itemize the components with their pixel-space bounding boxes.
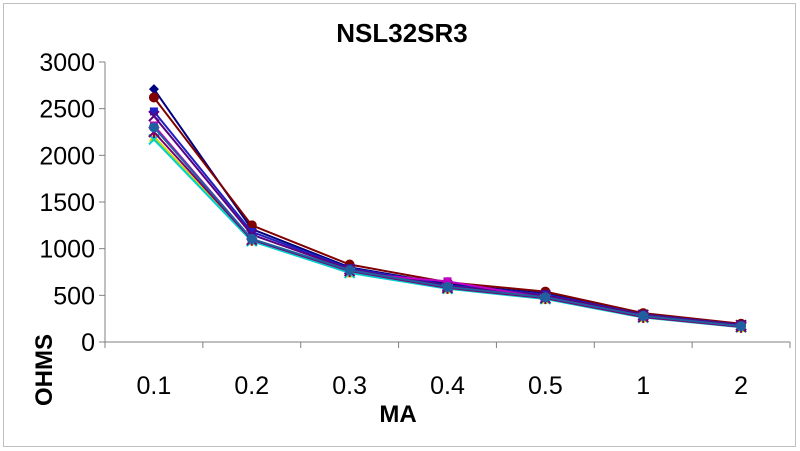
chart-frame bbox=[3, 3, 796, 447]
x-tick-label: 0.2 bbox=[234, 372, 269, 400]
x-tick-label: 1 bbox=[636, 372, 650, 400]
axes: 0 500 1000 1500 2000 2500 3000 0.1 0.2 0.3 0.4 0.5 1… bbox=[39, 49, 791, 400]
series-line bbox=[153, 138, 742, 329]
x-tick-label: 0.5 bbox=[528, 372, 563, 400]
x-axis-label: MA bbox=[379, 401, 416, 428]
series-line bbox=[153, 131, 742, 328]
x-tick-label: 0.1 bbox=[137, 372, 172, 400]
y-axis-label: OHMS bbox=[31, 334, 58, 406]
series-4 bbox=[148, 110, 747, 331]
data-point bbox=[344, 265, 355, 276]
data-point bbox=[148, 92, 159, 103]
chart-title: NSL32SR3 bbox=[336, 18, 468, 48]
series-9 bbox=[148, 122, 747, 332]
series-line bbox=[153, 124, 742, 328]
x-tick-label: 2 bbox=[734, 372, 748, 400]
series-8 bbox=[148, 126, 747, 333]
y-tick-label: 1000 bbox=[39, 236, 95, 264]
data-point bbox=[443, 277, 452, 286]
data-point bbox=[736, 321, 747, 332]
y-tick-label: 500 bbox=[53, 282, 95, 310]
x-tick-label: 0.3 bbox=[332, 372, 367, 400]
y-tick-label: 3000 bbox=[39, 49, 95, 77]
y-tick-label: 0 bbox=[81, 329, 95, 357]
data-point bbox=[540, 292, 551, 303]
series-7 bbox=[148, 133, 747, 333]
data-point bbox=[148, 84, 159, 95]
series-line bbox=[153, 126, 742, 328]
series-layer bbox=[148, 84, 747, 333]
data-point bbox=[149, 107, 158, 116]
series-6 bbox=[148, 131, 747, 333]
data-point bbox=[148, 122, 159, 133]
y-tick-label: 2500 bbox=[39, 96, 95, 124]
data-point bbox=[442, 281, 453, 292]
y-tick-label: 1500 bbox=[39, 189, 95, 217]
data-point bbox=[638, 310, 649, 321]
y-tick-label: 2000 bbox=[39, 142, 95, 170]
data-point bbox=[247, 227, 256, 236]
data-point bbox=[246, 233, 257, 244]
data-point bbox=[148, 110, 160, 122]
x-tick-label: 0.4 bbox=[430, 372, 465, 400]
